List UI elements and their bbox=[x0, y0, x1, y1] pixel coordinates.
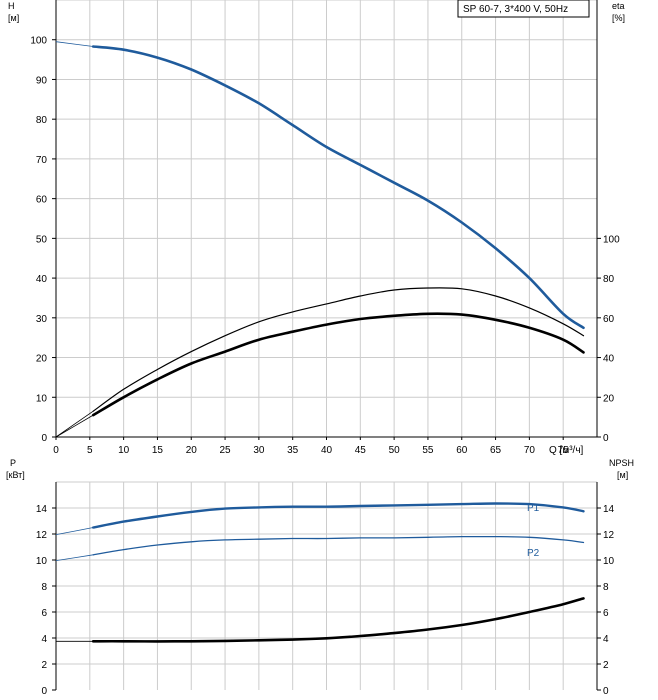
x-tick-label: 40 bbox=[321, 445, 333, 456]
p-tick-label: 4 bbox=[41, 634, 47, 645]
npsh-tick-label: 12 bbox=[603, 530, 615, 541]
x-tick-label: 5 bbox=[87, 445, 93, 456]
top-eta_thick-curve bbox=[91, 312, 585, 417]
h-tick-label: 40 bbox=[36, 274, 48, 285]
x-tick-label: 10 bbox=[118, 445, 130, 456]
top-eta_thin-extension bbox=[55, 410, 94, 438]
h-tick-label: 30 bbox=[36, 314, 48, 325]
q-axis-title: Q [м³/ч] bbox=[549, 445, 584, 456]
npsh-tick-label: 8 bbox=[603, 582, 609, 593]
x-tick-label: 65 bbox=[490, 445, 502, 456]
bottom-NPSH-curve bbox=[91, 597, 585, 643]
h-tick-label: 20 bbox=[36, 354, 48, 365]
h-axis-unit: [м] bbox=[8, 13, 19, 23]
eta-tick-label: 0 bbox=[603, 433, 609, 444]
bottom-P1-curve bbox=[92, 502, 585, 529]
h-tick-label: 50 bbox=[36, 234, 48, 245]
npsh-tick-label: 10 bbox=[603, 556, 615, 567]
bottom-P1-extension bbox=[55, 527, 94, 535]
x-tick-label: 45 bbox=[355, 445, 367, 456]
npsh-axis-unit: [м] bbox=[617, 470, 628, 480]
p-tick-label: 8 bbox=[41, 582, 47, 593]
x-tick-label: 55 bbox=[422, 445, 434, 456]
x-tick-label: 70 bbox=[524, 445, 536, 456]
p-axis-unit: [кВт] bbox=[6, 470, 25, 480]
top-eta_thin-curve bbox=[92, 287, 585, 412]
x-tick-label: 25 bbox=[220, 445, 232, 456]
h-tick-label: 60 bbox=[36, 195, 48, 206]
top-H-extension bbox=[55, 41, 94, 47]
x-tick-label: 50 bbox=[389, 445, 401, 456]
eta-axis-unit: [%] bbox=[612, 13, 625, 23]
eta-tick-label: 100 bbox=[603, 234, 620, 245]
h-tick-label: 80 bbox=[36, 115, 48, 126]
p-tick-label: 10 bbox=[36, 556, 48, 567]
tick-labels: 0 5 10 15 20 25 30 35 40 45 50 55 60 65 70 750102030405… bbox=[30, 36, 620, 697]
top-grid bbox=[56, 0, 597, 437]
h-tick-label: 10 bbox=[36, 393, 48, 404]
p-tick-label: 0 bbox=[41, 686, 47, 697]
p-tick-label: 6 bbox=[41, 608, 47, 619]
x-tick-label: 15 bbox=[152, 445, 164, 456]
h-tick-label: 90 bbox=[36, 75, 48, 86]
curves bbox=[55, 41, 585, 643]
npsh-tick-label: 14 bbox=[603, 504, 615, 515]
eta-axis-title: eta bbox=[612, 1, 625, 11]
npsh-tick-label: 2 bbox=[603, 660, 609, 671]
p-tick-label: 12 bbox=[36, 530, 48, 541]
x-tick-label: 30 bbox=[253, 445, 265, 456]
p1-label: P1 bbox=[527, 503, 540, 514]
p-tick-label: 14 bbox=[36, 504, 48, 515]
chart-title: SP 60-7, 3*400 V, 50Hz bbox=[463, 4, 568, 15]
bottom-P2-curve bbox=[92, 535, 585, 556]
x-tick-label: 20 bbox=[186, 445, 198, 456]
p2-label: P2 bbox=[527, 548, 540, 559]
eta-tick-label: 40 bbox=[603, 354, 615, 365]
npsh-tick-label: 4 bbox=[603, 634, 609, 645]
x-tick-label: 75 bbox=[558, 445, 570, 456]
npsh-axis-title: NPSH bbox=[609, 458, 634, 468]
top-eta_thick-extension bbox=[55, 414, 94, 438]
npsh-tick-label: 0 bbox=[603, 686, 609, 697]
bottom-grid bbox=[56, 481, 597, 690]
x-tick-label: 35 bbox=[287, 445, 299, 456]
title-box bbox=[457, 0, 590, 18]
p-axis-title: P bbox=[10, 458, 16, 468]
h-tick-label: 0 bbox=[41, 433, 47, 444]
npsh-tick-label: 6 bbox=[603, 608, 609, 619]
eta-tick-label: 80 bbox=[603, 274, 615, 285]
h-axis-title: H bbox=[8, 1, 15, 11]
bottom-P2-extension bbox=[55, 554, 94, 561]
eta-tick-label: 60 bbox=[603, 314, 615, 325]
eta-tick-label: 20 bbox=[603, 393, 615, 404]
h-tick-label: 70 bbox=[36, 155, 48, 166]
x-tick-label: 60 bbox=[456, 445, 468, 456]
top-H-curve bbox=[91, 45, 585, 330]
x-tick-label: 0 bbox=[53, 445, 59, 456]
p-tick-label: 2 bbox=[41, 660, 47, 671]
h-tick-label: 100 bbox=[30, 36, 47, 47]
